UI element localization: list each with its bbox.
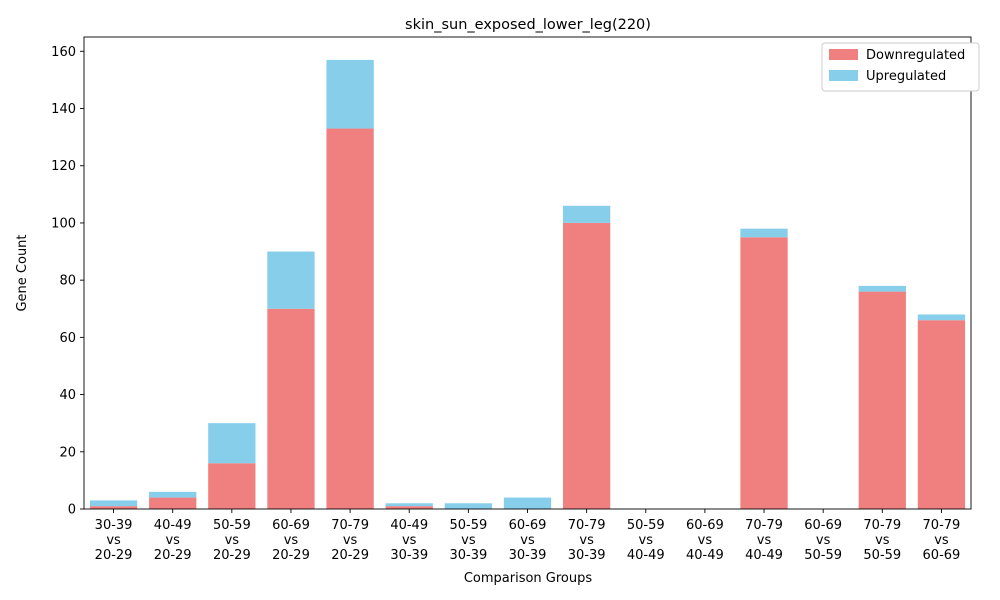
bar-upregulated-13: [858, 285, 906, 292]
x-tick-label: 70-79 vs 20-29: [331, 518, 369, 563]
y-axis-label: Gene Count: [15, 234, 30, 311]
legend: Downregulated Upregulated: [821, 42, 980, 92]
y-tick-label: 0: [68, 503, 76, 518]
y-tick-label: 20: [59, 445, 76, 460]
y-axis: 0 20 40 60 80 100 120 140 160: [51, 45, 84, 518]
bar-downregulated-8: [562, 222, 611, 509]
plot-frame: [83, 36, 972, 510]
legend-label-upregulated: Upregulated: [866, 69, 946, 84]
bar-upregulated-8: [562, 205, 611, 223]
bar-upregulated-7: [503, 497, 552, 509]
legend-swatch-upregulated: [829, 70, 858, 81]
chart-title: skin_sun_exposed_lower_leg(220): [405, 17, 651, 33]
bar-downregulated-4: [326, 128, 374, 509]
y-tick-label: 60: [59, 331, 76, 346]
x-tick-label: 70-79 vs 60-69: [923, 518, 961, 563]
x-tick-label: 60-69 vs 20-29: [272, 518, 310, 563]
x-tick-label: 50-59 vs 30-39: [449, 518, 487, 563]
y-tick-label: 120: [51, 159, 76, 174]
legend-label-downregulated: Downregulated: [866, 48, 965, 63]
bar-upregulated-5: [385, 503, 433, 507]
y-tick-label: 140: [51, 102, 76, 117]
bar-downregulated-0: [89, 506, 138, 509]
x-tick-label: 60-69 vs 30-39: [509, 518, 547, 563]
x-tick-label: 40-49 vs 20-29: [154, 518, 192, 563]
legend-frame: [821, 42, 980, 92]
bar-downregulated-1: [149, 497, 197, 509]
x-tick-label: 30-39 vs 20-29: [95, 518, 133, 563]
bar-upregulated-0: [89, 500, 138, 507]
bar-downregulated-3: [267, 308, 315, 509]
legend-swatch-downregulated: [829, 49, 858, 60]
y-tick-label: 40: [59, 388, 76, 403]
bar-upregulated-14: [917, 314, 966, 321]
x-axis-label: Comparison Groups: [464, 571, 593, 586]
x-axis: 30-39 vs 20-29 40-49 vs 20-29 50-59 vs 20-29 60-6…: [95, 509, 961, 563]
bar-downregulated-2: [208, 463, 256, 509]
x-tick-label: 40-49 vs 30-39: [390, 518, 428, 563]
x-tick-label: 70-79 vs 40-49: [745, 518, 783, 563]
x-tick-label: 50-59 vs 20-29: [213, 518, 251, 563]
bar-upregulated-1: [149, 491, 197, 498]
x-tick-label: 50-59 vs 40-49: [627, 518, 665, 563]
x-tick-label: 70-79 vs 30-39: [568, 518, 606, 563]
y-tick-label: 100: [51, 216, 76, 231]
bar-upregulated-6: [444, 503, 493, 509]
x-tick-label: 60-69 vs 40-49: [686, 518, 724, 563]
bar-downregulated-13: [858, 291, 906, 509]
bars-group: [89, 59, 966, 509]
bar-upregulated-2: [208, 423, 256, 464]
bar-downregulated-11: [740, 237, 788, 509]
x-tick-label: 60-69 vs 50-59: [804, 518, 842, 563]
x-tick-label: 70-79 vs 50-59: [863, 518, 901, 563]
bar-downregulated-5: [385, 506, 433, 509]
bar-upregulated-3: [267, 251, 315, 309]
bar-downregulated-14: [917, 320, 966, 509]
y-tick-label: 160: [51, 45, 76, 60]
bar-upregulated-4: [326, 59, 374, 129]
y-tick-label: 80: [59, 274, 76, 289]
bar-upregulated-11: [740, 228, 788, 238]
